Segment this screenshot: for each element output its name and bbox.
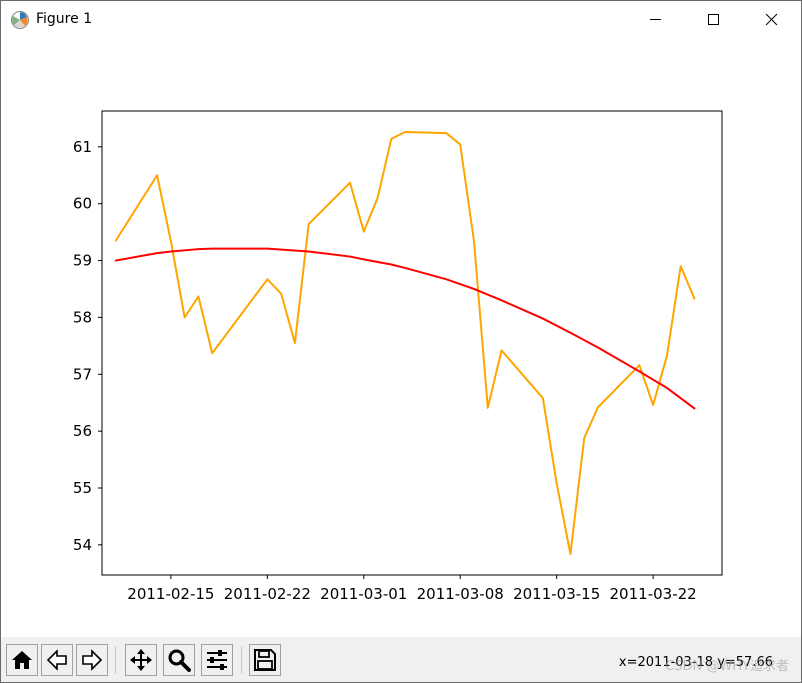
x-tick-label: 2011-02-22 (224, 585, 311, 603)
fitted-trend-line (114, 247, 696, 410)
home-button[interactable] (6, 644, 38, 676)
title-bar[interactable]: Figure 1 (1, 1, 801, 39)
minimize-button[interactable] (627, 1, 685, 39)
window-title: Figure 1 (36, 11, 93, 27)
y-tick-label: 56 (73, 422, 92, 440)
forward-button[interactable] (76, 644, 108, 676)
figure-canvas[interactable]: 54 55 56 57 58 59 60 61 2011-02-15 2011-02-22 201… (1, 39, 801, 637)
configure-subplots-button[interactable] (201, 644, 233, 676)
x-tick-label: 2011-03-22 (610, 585, 697, 603)
axes-frame (101, 110, 723, 576)
y-axis: 54 55 56 57 58 59 60 61 (73, 138, 102, 554)
x-tick-label: 2011-03-15 (513, 585, 600, 603)
raw-price-line (114, 131, 696, 555)
y-tick-label: 59 (73, 252, 92, 270)
close-icon (765, 13, 778, 26)
forward-icon (82, 649, 103, 671)
maximize-button[interactable] (685, 1, 743, 39)
y-tick-label: 61 (73, 138, 92, 156)
navigation-toolbar: x=2011-03-18 y=57.66 CSDN @WHY追求者 (1, 637, 801, 682)
zoom-icon (168, 649, 191, 672)
save-icon (254, 649, 276, 671)
watermark-text: CSDN @WHY追求者 (665, 659, 789, 674)
y-tick-label: 55 (73, 479, 92, 497)
x-tick-label: 2011-03-08 (417, 585, 504, 603)
back-button[interactable] (41, 644, 73, 676)
matplotlib-app-icon (11, 11, 29, 29)
x-axis: 2011-02-15 2011-02-22 2011-03-01 2011-03-08… (127, 575, 697, 603)
y-tick-label: 54 (73, 536, 92, 554)
x-tick-label: 2011-02-15 (127, 585, 214, 603)
zoom-button[interactable] (163, 644, 195, 676)
toolbar-separator (241, 646, 242, 674)
save-button[interactable] (249, 644, 281, 676)
home-icon (12, 651, 32, 669)
series-lines (114, 131, 696, 555)
y-tick-label: 60 (73, 195, 92, 213)
x-tick-label: 2011-03-01 (320, 585, 407, 603)
y-tick-label: 58 (73, 308, 92, 326)
maximize-icon (708, 14, 719, 25)
cursor-coordinates: x=2011-03-18 y=57.66 (618, 655, 773, 670)
minimize-icon (650, 19, 661, 20)
close-button[interactable] (743, 1, 801, 39)
y-tick-label: 57 (73, 365, 92, 383)
pan-icon (130, 649, 152, 671)
configure-subplots-icon (207, 650, 227, 670)
toolbar-separator (115, 646, 116, 674)
pan-button[interactable] (125, 644, 157, 676)
back-icon (46, 649, 67, 671)
